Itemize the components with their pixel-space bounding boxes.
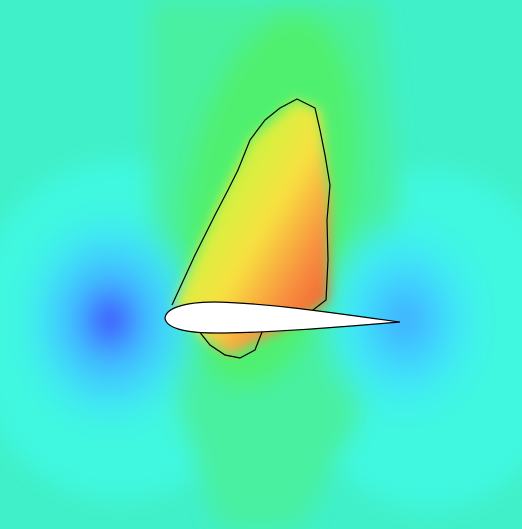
left-low <box>10 200 210 440</box>
sonic-line <box>171 98 331 359</box>
hot-region <box>175 100 330 355</box>
high-region <box>175 100 330 355</box>
right-low <box>315 210 495 430</box>
airfoil <box>164 301 401 334</box>
